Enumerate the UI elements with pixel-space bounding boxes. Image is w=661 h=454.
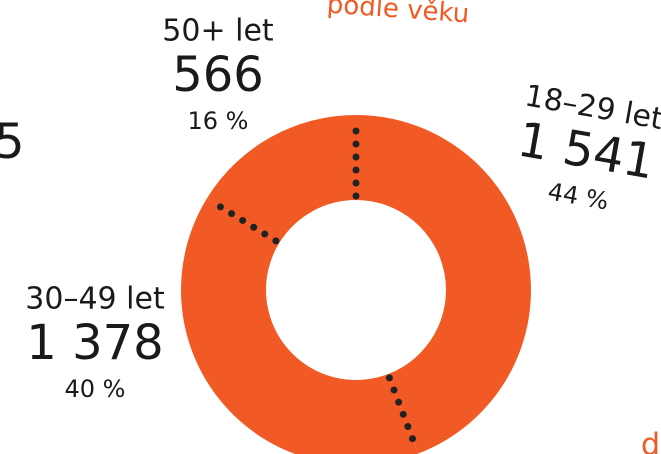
percent-label: 44 % [546,177,611,215]
separator [206,197,280,245]
separator [385,374,421,454]
value-label: 1 378 [26,315,163,371]
category-label: 30–49 let [25,282,165,317]
value-label: 566 [172,47,264,103]
chart-title: podle věku [326,0,470,29]
donut-segment [356,115,531,454]
percent-label: 16 % [188,107,249,135]
donut-segment [206,115,356,243]
annotation: 5 [0,114,25,170]
percent-label: 40 % [65,375,126,403]
donut-segment [181,198,419,454]
category-label: 50+ let [162,14,274,49]
annotation: d [641,428,660,454]
